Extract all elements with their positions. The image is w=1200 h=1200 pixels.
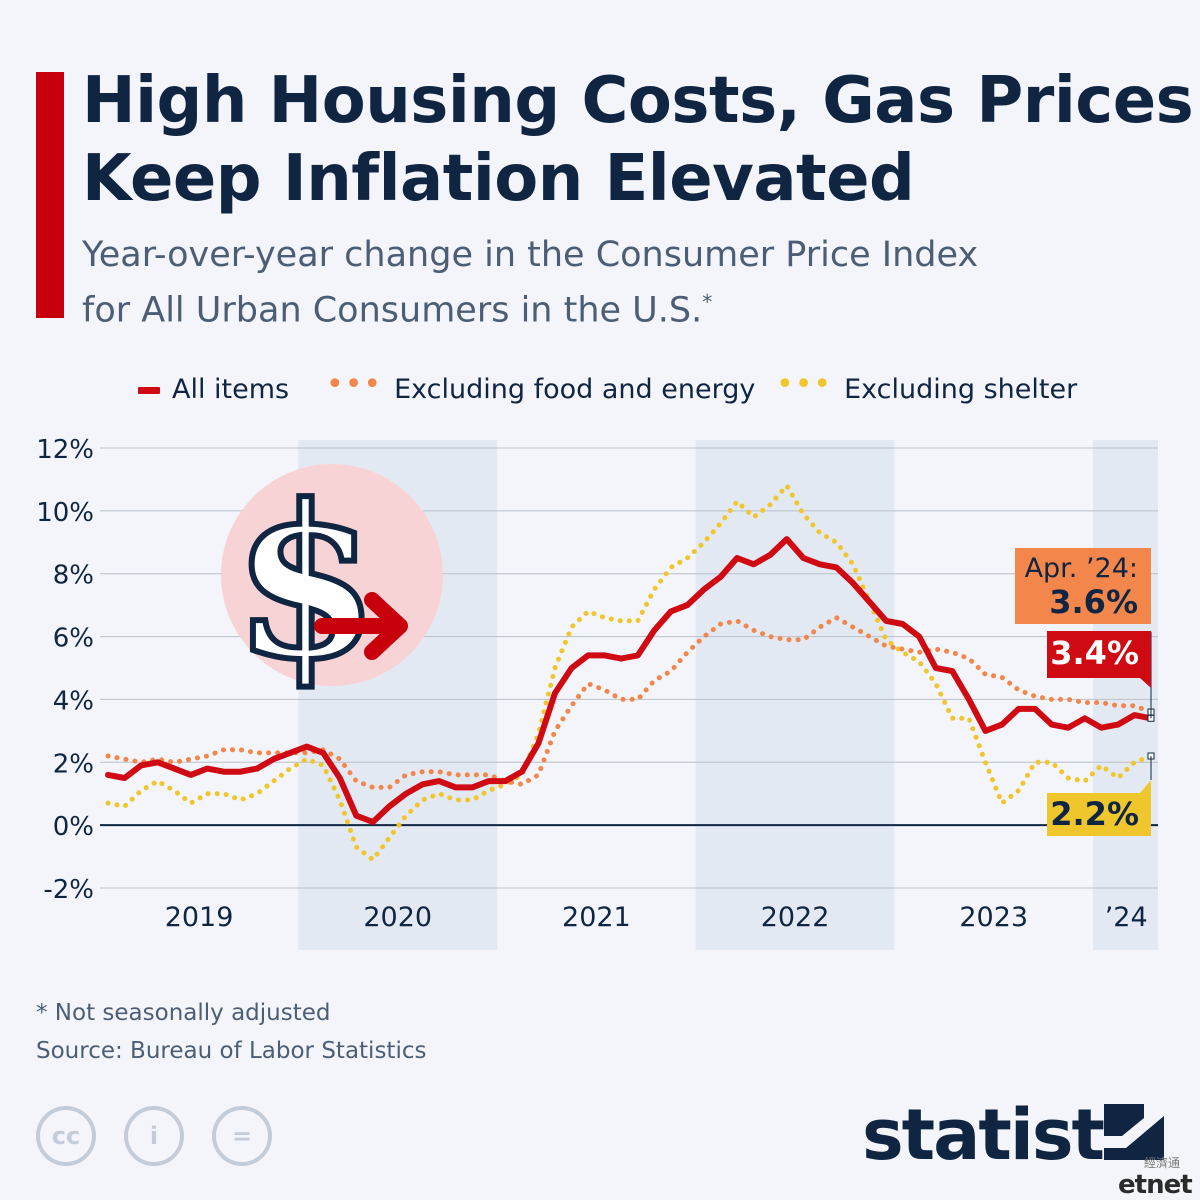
line-chart: -2%0%2%4%6%8%10%12% $ 2019 2020 2021 2022 20… <box>36 435 1158 950</box>
series-ex-shelter <box>105 483 1154 863</box>
accent-bar <box>36 72 64 318</box>
legend-ex-shelter: ••• Excluding shelter <box>776 366 1078 410</box>
page-title: High Housing Costs, Gas Prices Keep Infl… <box>82 62 1194 218</box>
legend-swatch-core: ••• <box>326 366 383 402</box>
legend-swatch-all-items <box>138 387 160 394</box>
subtitle-line-2: for All Urban Consumers in the U.S. <box>82 290 703 331</box>
legend-core: ••• Excluding food and energy <box>326 366 756 410</box>
creative-commons-icon: cc <box>36 1106 96 1166</box>
statista-mark-icon <box>1104 1104 1164 1160</box>
callout-core-box <box>1015 548 1151 624</box>
x-year-label: 2019 <box>165 902 234 933</box>
license-icons: cc i = <box>36 1106 300 1166</box>
watermark-cn: 經濟通 <box>1144 1156 1181 1170</box>
callout-all-items-value: 3.4% <box>1050 634 1139 672</box>
footnote: * Not seasonally adjusted <box>36 1000 331 1026</box>
x-year-label: 2021 <box>562 902 631 933</box>
y-tick-label: 6% <box>53 624 94 654</box>
title-line-1: High Housing Costs, Gas Prices <box>82 64 1194 138</box>
legend-label-ex-shelter: Excluding shelter <box>844 374 1078 405</box>
series-core <box>105 615 1154 790</box>
watermark: etnet <box>1118 1170 1193 1200</box>
callout-all-items-box <box>1047 631 1151 688</box>
arrow-right-icon <box>364 592 408 660</box>
y-tick-label: 12% <box>36 435 94 465</box>
title-line-2: Keep Inflation Elevated <box>82 142 915 216</box>
statista-logo: statista <box>862 1094 1150 1176</box>
y-tick-labels: -2% 0% 2% 4% 6% 8% 10% 12% <box>36 435 94 905</box>
x-year-label: 2020 <box>363 902 432 933</box>
dollar-sign-icon: $ <box>233 459 379 706</box>
y-tick-label: -2% <box>43 875 94 905</box>
attribution-icon: i <box>124 1106 184 1166</box>
x-year-label: 2023 <box>959 902 1028 933</box>
source-note: Source: Bureau of Labor Statistics <box>36 1038 427 1064</box>
callout-ex-shelter-box <box>1047 780 1151 836</box>
no-derivatives-icon: = <box>212 1106 272 1166</box>
chart-subtitle: Year-over-year change in the Consumer Pr… <box>82 232 978 335</box>
y-tick-label: 4% <box>53 686 94 716</box>
x-year-labels: 2019 2020 2021 2022 2023 ’24 <box>165 902 1148 933</box>
callout-ex-shelter-value: 2.2% <box>1050 795 1139 833</box>
y-tick-label: 0% <box>53 812 94 842</box>
y-tick-label: 10% <box>36 498 94 528</box>
chart-legend: All items ••• Excluding food and energy •… <box>0 366 1200 410</box>
callout-core-value: 3.6% <box>1049 583 1138 621</box>
x-year-label: ’24 <box>1105 902 1148 933</box>
y-tick-label: 2% <box>53 749 94 779</box>
dollar-illustration: $ <box>221 456 443 709</box>
end-callouts: Apr. ’24:3.6% 3.4% 2.2% <box>1015 548 1152 836</box>
series-all-items <box>105 536 1154 825</box>
year-bands <box>298 440 1158 950</box>
legend-swatch-ex-shelter: ••• <box>776 366 833 402</box>
y-tick-label: 8% <box>53 561 94 591</box>
legend-all-items: All items <box>138 370 289 410</box>
legend-label-all-items: All items <box>172 374 290 405</box>
subtitle-footnote-marker: * <box>702 290 713 314</box>
year-band <box>695 440 895 950</box>
subtitle-line-1: Year-over-year change in the Consumer Pr… <box>82 235 979 275</box>
x-year-label: 2022 <box>761 902 830 933</box>
callout-date-label: Apr. ’24: <box>1025 553 1138 584</box>
legend-label-core: Excluding food and energy <box>394 374 756 405</box>
year-band <box>1093 440 1158 950</box>
